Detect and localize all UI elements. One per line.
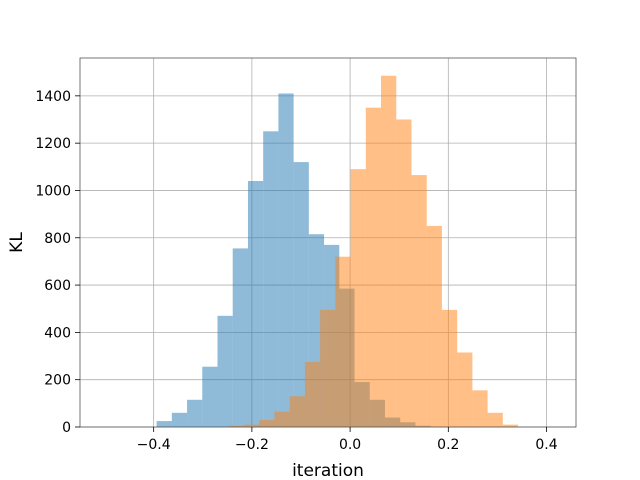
y-tick-label: 400 — [44, 325, 71, 341]
histogram-bar-series-2 — [228, 425, 245, 427]
histogram-bar-series-2 — [441, 309, 458, 427]
x-tick-label: −0.2 — [235, 437, 269, 453]
y-tick-label: 0 — [62, 420, 71, 436]
histogram-bar-series-2 — [426, 225, 442, 427]
plot-frame — [79, 57, 577, 428]
x-tick-label: 0.2 — [437, 437, 459, 453]
histogram-bar-series-1 — [187, 399, 203, 427]
axis-ticks: −0.4 −0.2 0.0 0.2 0.4 0 200 400 600 800 1000 1200 14… — [35, 89, 557, 453]
histogram-bar-series-2 — [396, 119, 412, 427]
histogram-bar-series-2 — [457, 352, 473, 427]
y-tick-label: 600 — [44, 278, 71, 294]
histogram-bar-series-1 — [202, 366, 218, 427]
histogram-bar-series-1 — [171, 412, 188, 427]
histogram-bar-series-2 — [350, 169, 366, 427]
histogram-bar-series-2 — [304, 361, 321, 427]
x-tick-label: 0.0 — [339, 437, 361, 453]
histogram-bar-series-1 — [263, 131, 279, 428]
histogram-bar-series-2 — [381, 75, 397, 427]
y-tick-label: 1400 — [35, 89, 71, 105]
histogram-bar-series-1 — [232, 248, 248, 427]
histogram-bar-series-2 — [274, 411, 290, 427]
y-tick-label: 800 — [44, 231, 71, 247]
histogram-bar-series-2 — [244, 424, 260, 427]
histogram-bar-series-1 — [293, 162, 309, 428]
histogram-bar-series-2 — [365, 107, 382, 427]
y-tick-label: 1200 — [35, 136, 71, 152]
histogram-bar-series-2 — [472, 390, 488, 427]
y-axis-label: KL — [7, 232, 27, 253]
histogram-bar-series-2 — [487, 412, 503, 427]
histogram-bar-series-2 — [335, 256, 351, 427]
histogram-bar-series-1 — [278, 93, 294, 427]
x-axis-label: iteration — [292, 461, 364, 480]
histogram-bar-series-2 — [411, 175, 427, 427]
histogram-bar-series-2 — [320, 309, 336, 427]
histogram-bar-series-1 — [217, 315, 233, 427]
histogram-bar-series-1 — [247, 181, 264, 427]
histogram-bar-series-1 — [156, 421, 172, 427]
y-tick-label: 200 — [44, 373, 71, 389]
x-tick-label: 0.4 — [535, 437, 557, 453]
histogram-bar-series-2 — [289, 396, 305, 427]
histogram-bar-series-2 — [259, 419, 275, 427]
x-tick-label: −0.4 — [137, 437, 171, 453]
histogram-bar-series-2 — [502, 424, 519, 427]
histogram-bars — [156, 75, 519, 428]
y-tick-label: 1000 — [35, 183, 71, 199]
